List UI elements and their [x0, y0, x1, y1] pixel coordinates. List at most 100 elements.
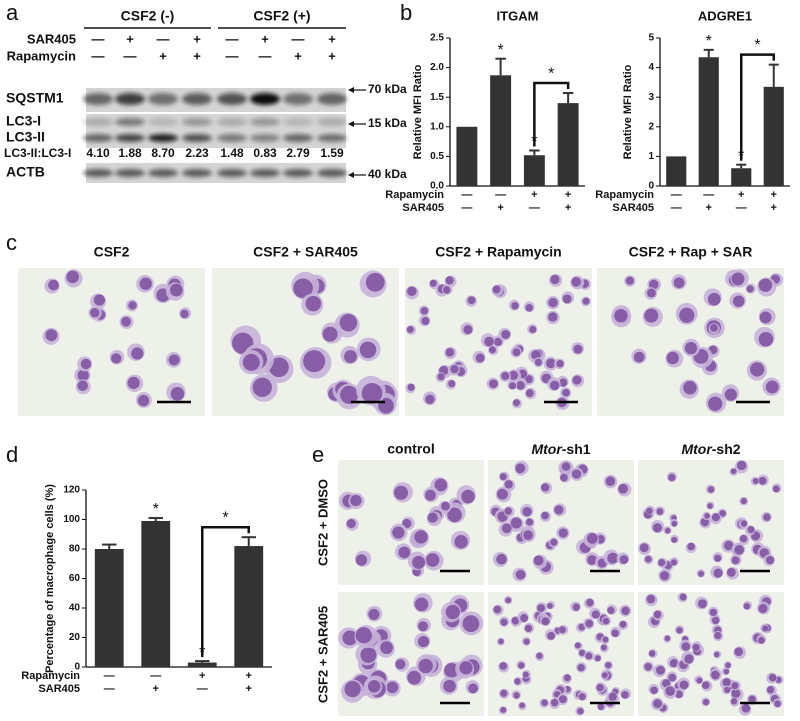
row-label: Rapamycin: [7, 48, 76, 63]
nucleus: [562, 388, 570, 397]
nucleus: [572, 375, 582, 385]
nucleus: [355, 627, 372, 644]
nucleus: [724, 388, 737, 401]
x-row-sign: —: [197, 683, 208, 695]
nucleus: [633, 351, 645, 363]
nucleus: [441, 501, 450, 511]
nucleus: [666, 351, 679, 365]
band: [182, 134, 212, 142]
nucleus: [758, 603, 768, 614]
nucleus: [740, 520, 748, 527]
nucleus: [395, 659, 406, 670]
nucleus: [655, 665, 665, 675]
nucleus: [359, 341, 377, 359]
nucleus: [572, 603, 580, 611]
sign: +: [328, 48, 336, 63]
nucleus: [121, 316, 131, 327]
nucleus: [412, 555, 426, 569]
nucleus: [293, 278, 313, 299]
band: [283, 118, 313, 126]
nucleus: [365, 272, 385, 292]
nucleus: [746, 285, 754, 293]
nucleus: [489, 379, 498, 389]
nucleus: [650, 686, 658, 695]
nucleus: [582, 297, 590, 305]
panel-label: a: [6, 0, 19, 25]
x-row-sign: —: [150, 670, 161, 682]
nucleus: [522, 506, 532, 517]
nucleus: [90, 307, 100, 318]
nucleus: [45, 329, 58, 342]
nucleus: [180, 309, 189, 319]
nucleus: [93, 294, 106, 306]
nucleus: [522, 671, 529, 678]
nucleus: [368, 608, 380, 620]
bar: [731, 168, 752, 186]
nucleus: [739, 534, 748, 543]
panel-label: e: [312, 442, 324, 467]
nucleus: [596, 683, 604, 692]
band-label: LC3-II: [6, 129, 45, 145]
nucleus: [420, 307, 429, 315]
nucleus: [571, 276, 581, 287]
band: [83, 93, 113, 105]
nucleus: [268, 357, 289, 378]
bar: [698, 57, 719, 186]
nucleus: [673, 277, 685, 289]
nucleus: [602, 617, 610, 625]
nucleus: [758, 636, 765, 644]
band: [283, 93, 313, 105]
nucleus: [578, 649, 586, 657]
column-title-suffix: -sh1: [562, 441, 591, 457]
nucleus: [361, 382, 383, 404]
nucleus: [697, 599, 707, 609]
nucleus: [523, 530, 534, 540]
nucleus: [713, 568, 723, 578]
nucleus: [550, 538, 558, 546]
nucleus: [722, 678, 731, 687]
nucleus: [653, 610, 662, 619]
nucleus: [664, 527, 671, 534]
marker-arrowhead: [348, 172, 354, 178]
nucleus: [406, 326, 414, 334]
nucleus: [77, 380, 88, 392]
nucleus: [734, 545, 745, 555]
nucleus: [740, 497, 747, 505]
nucleus: [559, 378, 568, 387]
sign: +: [294, 48, 302, 63]
nucleus: [763, 513, 771, 521]
nucleus: [648, 279, 659, 290]
nucleus: [424, 489, 436, 501]
row-label: SAR405: [27, 31, 76, 46]
nucleus: [447, 507, 462, 523]
column-title: control: [387, 441, 434, 457]
ratio-value: 4.10: [86, 146, 110, 160]
band: [317, 169, 347, 177]
y-tick-label: 100: [63, 514, 80, 525]
nucleus: [414, 597, 429, 612]
band-label: LC3-I: [6, 113, 41, 129]
band: [115, 169, 145, 177]
nucleus: [586, 598, 594, 607]
nucleus: [499, 662, 508, 670]
sign: +: [193, 31, 201, 46]
nucleus: [380, 641, 393, 655]
nucleus: [550, 698, 559, 707]
nucleus: [711, 616, 720, 625]
x-row-sign: +: [706, 202, 712, 214]
y-axis-label: Relative MFI Ratio: [622, 64, 634, 159]
nucleus: [681, 642, 691, 651]
nucleus: [515, 569, 526, 580]
x-row-label: SAR405: [402, 202, 444, 214]
x-row-sign: —: [671, 202, 682, 214]
nucleus: [504, 507, 513, 515]
nucleus: [679, 593, 687, 601]
y-tick-label: 3: [648, 92, 654, 103]
nucleus: [252, 377, 272, 397]
nucleus: [605, 476, 616, 486]
nucleus: [418, 658, 433, 674]
nucleus: [605, 661, 612, 669]
x-row-label: SAR405: [612, 202, 654, 214]
ratio-value: 1.48: [220, 146, 244, 160]
nucleus: [137, 395, 150, 407]
